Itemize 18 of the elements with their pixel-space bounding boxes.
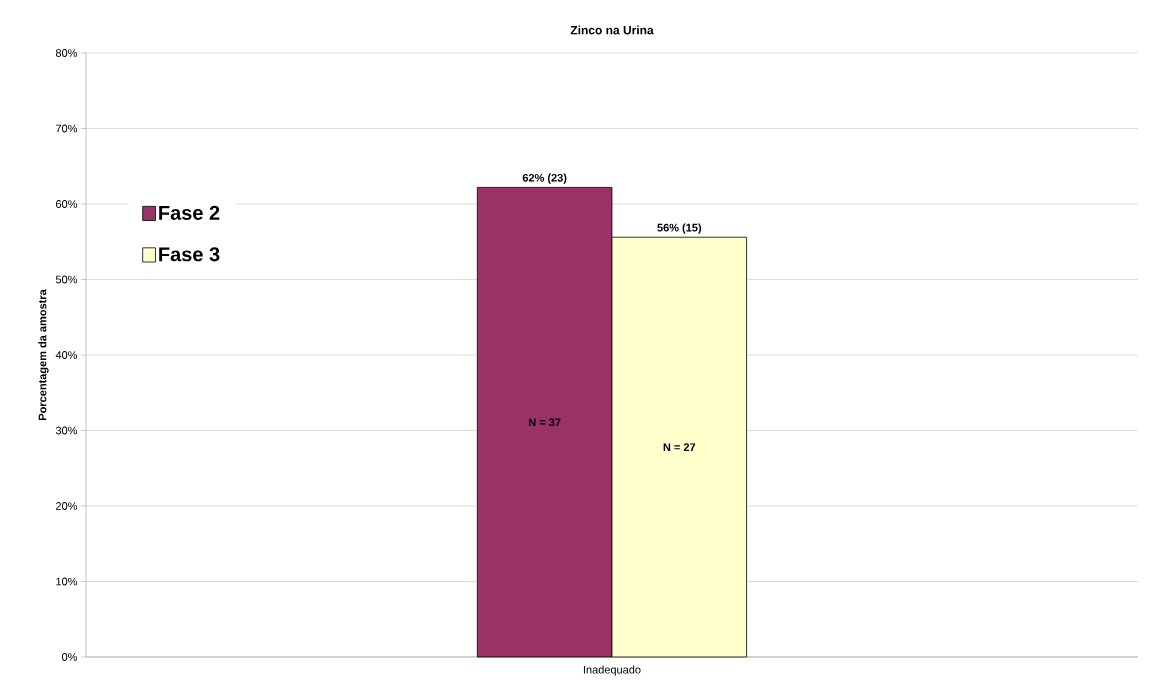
y-tick-label: 30% bbox=[55, 426, 78, 435]
legend-label: Fase 2 bbox=[159, 205, 220, 220]
legend-label: Fase 3 bbox=[159, 247, 220, 262]
annotation: N = 27 bbox=[663, 443, 696, 451]
y-tick-label: 20% bbox=[56, 502, 78, 510]
y-tick-label: 10% bbox=[56, 577, 78, 586]
y-tick-label: 40% bbox=[55, 351, 78, 359]
y-tick-label: 70% bbox=[56, 124, 78, 133]
data-label: 56% (15) bbox=[657, 223, 702, 234]
y-tick-label: 50% bbox=[55, 275, 78, 284]
y-tick-label: 80% bbox=[55, 49, 78, 57]
y-axis-title: Porcentagem da amostra bbox=[38, 289, 49, 420]
annotation: N = 37 bbox=[529, 418, 561, 427]
y-tick-label: 0% bbox=[62, 653, 78, 661]
data-label: 62% (23) bbox=[522, 173, 567, 184]
x-tick-label: Inadequado bbox=[583, 665, 641, 676]
chart-title: Zinco na Urina bbox=[570, 25, 654, 35]
y-tick-label: 60% bbox=[56, 200, 78, 208]
